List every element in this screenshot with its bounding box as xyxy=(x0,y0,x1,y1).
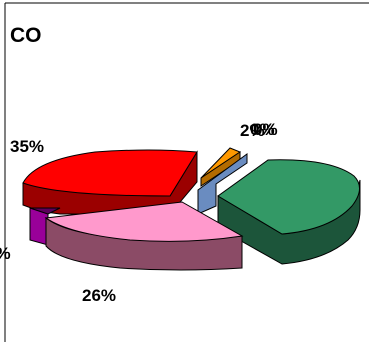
chart-title: CO xyxy=(10,24,42,47)
data-label-6: 6% xyxy=(0,244,11,263)
slice-green xyxy=(217,159,361,265)
data-label-0b: 0% xyxy=(253,120,278,139)
data-label-26: 26% xyxy=(82,286,116,305)
data-label-0a: 0% xyxy=(250,120,275,139)
slice-red xyxy=(22,149,198,215)
data-label-35: 35% xyxy=(10,137,44,156)
slice-purple xyxy=(29,207,61,246)
data-label-2: 2% xyxy=(240,121,265,140)
slice-pink xyxy=(44,201,244,271)
